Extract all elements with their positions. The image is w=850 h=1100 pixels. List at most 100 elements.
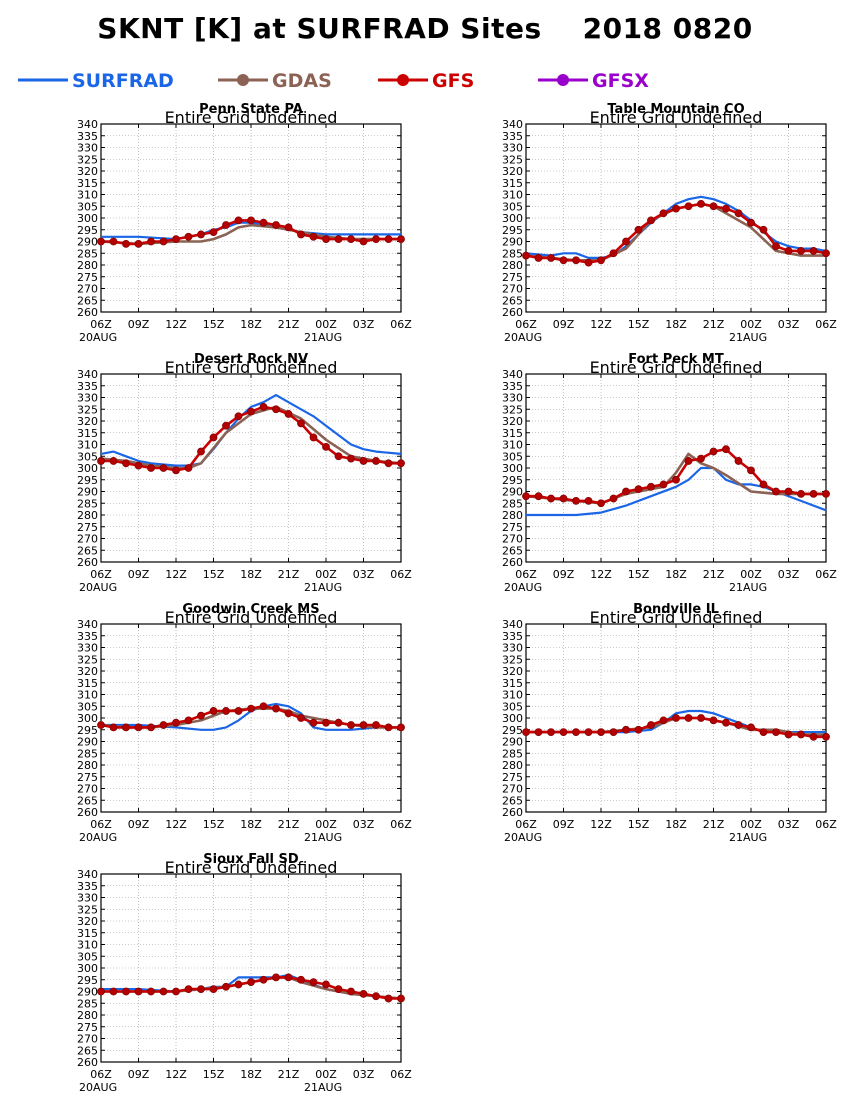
x-tick-label: 21Z — [278, 318, 300, 331]
y-tick-label: 335 — [502, 130, 523, 143]
point-gfs — [172, 235, 180, 244]
date-label: 21AUG — [304, 331, 342, 344]
y-tick-label: 295 — [502, 474, 523, 487]
point-gfs — [122, 723, 130, 732]
point-gfs — [609, 494, 618, 503]
point-gfs — [109, 457, 118, 465]
y-tick-label: 340 — [77, 618, 98, 631]
x-tick-label: 12Z — [165, 1068, 187, 1081]
point-gfs — [147, 237, 155, 246]
point-gfs — [309, 718, 318, 727]
point-gfs — [547, 254, 555, 262]
y-tick-label: 265 — [77, 794, 98, 807]
x-tick-label: 06Z — [390, 818, 412, 831]
panel-note: Entire Grid Undefined — [590, 108, 763, 127]
point-gfs — [709, 716, 718, 725]
point-gfs — [559, 494, 568, 503]
point-gfs — [622, 725, 630, 734]
y-tick-label: 310 — [77, 939, 98, 952]
date-label: 20AUG — [79, 1081, 117, 1094]
y-tick-label: 270 — [77, 1033, 98, 1046]
point-gfs — [97, 721, 105, 729]
point-gfs — [147, 464, 155, 472]
point-gfs — [772, 487, 780, 496]
y-tick-label: 260 — [502, 556, 523, 569]
y-tick-label: 315 — [77, 177, 98, 190]
series-surfrad-goodwin-creek-ms — [101, 702, 401, 731]
x-tick-label: 21Z — [278, 818, 300, 831]
date-label: 21AUG — [729, 831, 767, 844]
point-gfs — [384, 235, 393, 244]
y-tick-label: 315 — [502, 177, 523, 190]
y-tick-label: 315 — [502, 427, 523, 440]
point-gfs — [597, 256, 605, 265]
point-gfs — [709, 202, 718, 211]
point-gfs — [647, 216, 655, 225]
series-gfs-goodwin-creek-ms — [97, 702, 405, 732]
date-label: 21AUG — [304, 581, 342, 594]
x-tick-label: 06Z — [390, 318, 412, 331]
point-gfs — [184, 232, 193, 241]
y-tick-label: 300 — [77, 462, 98, 475]
point-gfs — [259, 975, 268, 984]
y-tick-label: 295 — [77, 724, 98, 737]
x-tick-label: 09Z — [553, 818, 575, 831]
y-tick-label: 290 — [77, 986, 98, 999]
y-tick-label: 285 — [77, 497, 98, 510]
y-tick-label: 315 — [502, 677, 523, 690]
point-gfs — [822, 732, 830, 741]
y-tick-label: 335 — [77, 880, 98, 893]
series-gfs-bondville-il — [522, 714, 830, 741]
y-tick-label: 335 — [77, 130, 98, 143]
x-tick-label: 00Z — [740, 818, 762, 831]
y-tick-label: 305 — [77, 950, 98, 963]
y-tick-label: 310 — [502, 189, 523, 202]
y-tick-label: 285 — [502, 247, 523, 260]
point-gfs — [234, 980, 243, 989]
point-gfs — [322, 442, 330, 451]
point-gfs — [197, 985, 205, 994]
x-tick-label: 00Z — [315, 1068, 337, 1081]
y-tick-label: 260 — [502, 806, 523, 819]
point-gfs — [772, 728, 780, 736]
point-gfs — [259, 402, 268, 411]
point-gfs — [647, 721, 655, 729]
x-tick-label: 06Z — [815, 818, 837, 831]
x-tick-label: 15Z — [203, 318, 225, 331]
y-tick-label: 320 — [77, 915, 98, 928]
y-tick-label: 280 — [77, 759, 98, 772]
point-gfs — [322, 235, 330, 244]
point-gfs — [822, 489, 830, 498]
point-gfs — [709, 447, 718, 456]
point-gfs — [734, 457, 743, 465]
point-gfs — [722, 204, 730, 213]
x-tick-label: 15Z — [628, 568, 650, 581]
point-gfs — [397, 235, 405, 244]
y-tick-label: 340 — [77, 118, 98, 131]
point-gfs — [597, 499, 605, 508]
point-gfs — [172, 466, 180, 475]
y-tick-label: 310 — [502, 439, 523, 452]
x-tick-label: 03Z — [778, 818, 800, 831]
y-tick-label: 310 — [77, 439, 98, 452]
point-gfs — [684, 714, 693, 722]
point-gfs — [147, 987, 155, 996]
y-tick-label: 275 — [77, 521, 98, 534]
point-gfs — [522, 251, 530, 260]
y-tick-label: 325 — [502, 153, 523, 166]
y-tick-label: 310 — [502, 689, 523, 702]
legend-item-gfs: GFS — [378, 70, 474, 92]
x-tick-label: 06Z — [815, 568, 837, 581]
y-tick-label: 275 — [502, 771, 523, 784]
panel-title: Fort Peck MT — [628, 352, 724, 367]
panel-desert-rock-nv: 2602652702752802852902953003053103153203… — [77, 352, 412, 594]
point-gfs — [347, 235, 355, 244]
panel-title: Sioux Fall SD — [203, 852, 299, 867]
point-gfs — [384, 459, 393, 468]
legend-label-surfrad: SURFRAD — [72, 70, 174, 92]
point-gfs — [147, 723, 155, 732]
point-gfs — [809, 489, 818, 498]
y-tick-label: 315 — [77, 677, 98, 690]
x-tick-label: 09Z — [128, 818, 150, 831]
